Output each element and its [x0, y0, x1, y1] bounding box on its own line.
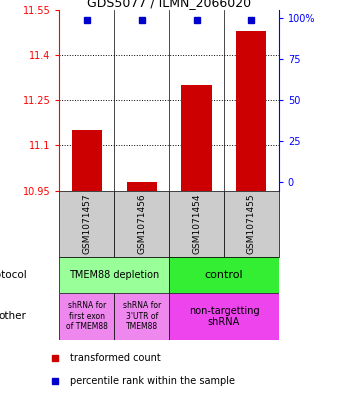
Text: GSM1071454: GSM1071454 [192, 194, 201, 254]
Bar [59, 293, 114, 340]
Bar [224, 191, 279, 257]
Bar [169, 191, 224, 257]
Text: shRNA for
first exon
of TMEM88: shRNA for first exon of TMEM88 [66, 301, 108, 331]
Bar [169, 293, 279, 340]
Bar [182, 85, 211, 191]
Text: control: control [205, 270, 243, 280]
Bar [127, 182, 157, 191]
Bar [169, 257, 279, 293]
Bar [236, 31, 267, 191]
Text: GSM1071455: GSM1071455 [247, 194, 256, 254]
Text: shRNA for
3'UTR of
TMEM88: shRNA for 3'UTR of TMEM88 [123, 301, 161, 331]
Text: TMEM88 depletion: TMEM88 depletion [69, 270, 159, 280]
Text: protocol: protocol [0, 270, 27, 280]
Text: GSM1071457: GSM1071457 [82, 194, 91, 254]
Text: transformed count: transformed count [70, 353, 161, 363]
Bar [72, 130, 102, 191]
Text: non-targetting
shRNA: non-targetting shRNA [189, 306, 259, 327]
Text: percentile rank within the sample: percentile rank within the sample [70, 376, 235, 386]
Title: GDS5077 / ILMN_2066020: GDS5077 / ILMN_2066020 [87, 0, 251, 9]
Text: GSM1071456: GSM1071456 [137, 194, 146, 254]
Bar [59, 257, 169, 293]
Text: other: other [0, 311, 27, 321]
Bar [114, 191, 169, 257]
Bar [59, 191, 114, 257]
Bar [114, 293, 169, 340]
